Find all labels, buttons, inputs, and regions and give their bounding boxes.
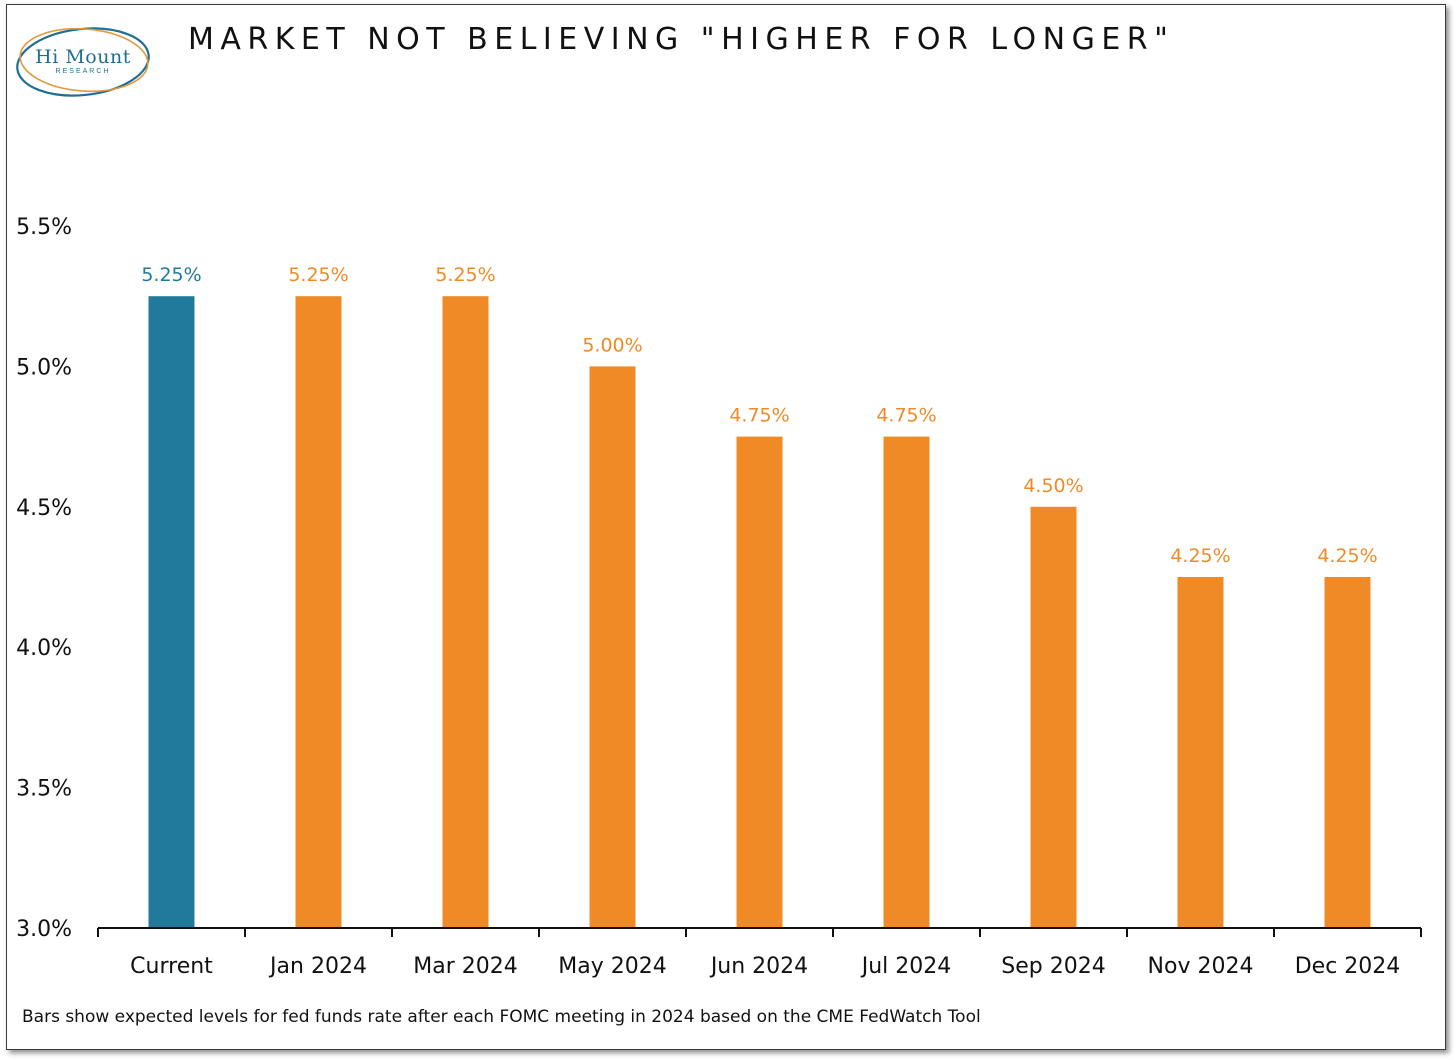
bar (442, 296, 489, 928)
x-tick-label: Nov 2024 (1148, 954, 1254, 979)
bar (1177, 577, 1224, 928)
y-tick-label: 5.5% (16, 215, 72, 240)
data-label: 4.25% (1170, 545, 1230, 567)
logo-subtitle: RESEARCH (55, 68, 111, 75)
bar (295, 296, 342, 928)
bar (1324, 577, 1371, 928)
x-tick-label: Mar 2024 (413, 954, 518, 979)
chart-title: MARKET NOT BELIEVING "HIGHER FOR LONGER" (188, 22, 1175, 57)
logo-name: Hi Mount (35, 46, 131, 68)
bar (883, 436, 930, 928)
x-tick-label: Jun 2024 (709, 954, 808, 979)
x-tick-label: Sep 2024 (1001, 954, 1105, 979)
x-tick-label: Dec 2024 (1295, 954, 1401, 979)
chart-footnote: Bars show expected levels for fed funds … (22, 1007, 981, 1027)
logo-rings-icon (16, 27, 150, 97)
x-tick-label: Current (130, 954, 213, 979)
data-label: 5.25% (288, 264, 348, 286)
data-label: 5.25% (435, 264, 495, 286)
data-label: 4.75% (876, 405, 936, 427)
bar (736, 436, 783, 928)
x-tick-label: Jan 2024 (268, 954, 367, 979)
hi-mount-logo: Hi Mount RESEARCH (12, 20, 154, 102)
data-label: 4.25% (1317, 545, 1377, 567)
y-tick-label: 3.5% (16, 777, 72, 802)
data-label: 4.50% (1023, 475, 1083, 497)
y-tick-label: 4.5% (16, 496, 72, 521)
bar (1030, 506, 1077, 928)
y-tick-label: 5.0% (16, 355, 72, 380)
bar (589, 366, 636, 928)
x-tick-label: Jul 2024 (860, 954, 952, 979)
bar (148, 296, 195, 928)
y-tick-label: 4.0% (16, 636, 72, 661)
data-label: 5.25% (141, 264, 201, 286)
y-tick-label: 3.0% (16, 917, 72, 942)
data-label: 4.75% (729, 405, 789, 427)
x-tick-label: May 2024 (558, 954, 666, 979)
data-label: 5.00% (582, 334, 642, 356)
